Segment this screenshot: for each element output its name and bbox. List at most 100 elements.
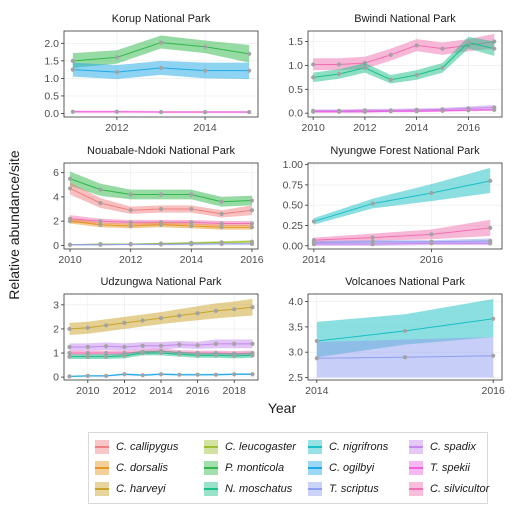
x-tick-label: 2012 <box>353 122 377 134</box>
y-tick-label: 0 <box>53 240 59 252</box>
panel-title: Nyungwe Forest National Park <box>330 145 480 157</box>
legend-key <box>409 461 423 475</box>
series-c-harveyi <box>67 298 255 335</box>
data-point <box>440 65 445 70</box>
data-point <box>370 242 375 247</box>
data-point <box>140 373 145 378</box>
data-point <box>250 341 255 346</box>
data-point <box>158 206 164 212</box>
series-line <box>313 109 495 113</box>
data-point <box>128 242 133 247</box>
data-point <box>491 353 496 358</box>
series-c-dorsalis <box>67 218 255 230</box>
data-point <box>232 372 237 377</box>
y-tick-label: 1 <box>53 348 59 360</box>
x-tick-label: 2014 <box>180 254 204 266</box>
data-point <box>158 343 164 348</box>
data-point <box>311 242 316 247</box>
y-tick-label: 0 <box>53 372 59 384</box>
series-c-ogilbyi <box>67 372 255 379</box>
data-point <box>158 350 164 356</box>
series-line <box>313 180 491 222</box>
legend-item: C. silvicultor <box>409 480 489 498</box>
y-tick-label: 0.25 <box>283 220 304 232</box>
data-point <box>195 343 200 348</box>
panel-border <box>63 162 259 250</box>
data-point <box>85 373 90 379</box>
data-point <box>177 352 182 357</box>
data-point <box>98 200 103 206</box>
data-point <box>85 350 90 356</box>
data-point <box>219 211 224 216</box>
legend-key <box>204 461 218 475</box>
data-point <box>362 109 368 114</box>
legend-label: C. dorsalis <box>116 462 168 474</box>
panel-border <box>63 30 259 118</box>
data-point <box>250 353 255 358</box>
data-point <box>247 68 252 73</box>
legend-key <box>95 461 109 475</box>
data-point <box>158 192 164 197</box>
panel-border <box>307 30 503 118</box>
y-tick-label: 3 <box>53 299 59 311</box>
data-point <box>250 372 255 377</box>
legend-item: C. ogilbyi <box>308 459 374 477</box>
data-point <box>466 108 471 113</box>
data-point <box>189 223 194 229</box>
legend-key <box>308 440 322 454</box>
data-point <box>67 374 72 379</box>
data-point <box>213 372 219 377</box>
data-point <box>402 355 408 360</box>
x-tick-label: 2016 <box>457 122 481 134</box>
panel-udzungwa-national-park: Udzungwa National Park 0 1 2 3 2010 2012 2014 20… <box>53 276 259 397</box>
y-tick-label: 0.0 <box>288 108 303 120</box>
x-tick-label: 2014 <box>149 385 173 397</box>
data-point <box>103 323 109 328</box>
data-point <box>114 69 120 75</box>
data-point <box>67 186 73 191</box>
data-point <box>140 350 145 356</box>
legend: C. callipygus C. dorsalis C. harveyi C. … <box>88 432 489 504</box>
y-tick-label: 3.0 <box>288 347 303 359</box>
data-point <box>67 344 72 350</box>
data-point <box>311 219 316 224</box>
data-point <box>85 354 90 359</box>
x-tick-label: 2010 <box>301 122 325 134</box>
data-point <box>98 219 103 224</box>
legend-label: C. spadix <box>430 441 476 453</box>
data-point <box>67 350 72 356</box>
data-point <box>429 190 434 196</box>
panel-nyungwe-forest-national-park: Nyungwe Forest National Park 0.00 0.25 0.50… <box>283 145 503 266</box>
series-t-scriptus <box>67 241 255 247</box>
y-tick-label: 0.5 <box>288 84 303 96</box>
confidence-band <box>313 33 495 71</box>
data-point <box>85 344 90 350</box>
data-point <box>158 372 164 377</box>
legend-key <box>95 482 109 496</box>
data-point <box>491 316 496 321</box>
data-point <box>202 109 208 115</box>
data-point <box>249 241 255 247</box>
panel-title: Nouabale-Ndoki National Park <box>87 145 235 157</box>
panel-bwindi-national-park: Bwindi National Park 0.0 0.5 1.0 1.5 2010 2012… <box>288 13 503 134</box>
data-point <box>195 311 200 316</box>
y-axis-label: Relative abundance/site <box>6 150 22 300</box>
data-point <box>213 308 219 313</box>
data-point <box>189 220 194 225</box>
y-tick-label: 2.5 <box>288 372 303 384</box>
data-point <box>488 225 493 231</box>
legend-item: T. spekii <box>409 459 470 477</box>
series-t-spekii <box>70 109 252 115</box>
legend-item: C. dorsalis <box>95 459 168 477</box>
x-tick-label: 2016 <box>186 385 210 397</box>
data-point <box>247 51 252 56</box>
data-point <box>177 372 182 377</box>
panel-title: Bwindi National Park <box>354 13 456 25</box>
data-point <box>195 353 200 358</box>
legend-label: T. scriptus <box>329 483 379 495</box>
y-tick-label: 1.5 <box>288 36 303 48</box>
data-point <box>103 373 109 379</box>
series-line <box>313 242 491 245</box>
data-point <box>195 372 200 377</box>
data-point <box>311 62 316 67</box>
